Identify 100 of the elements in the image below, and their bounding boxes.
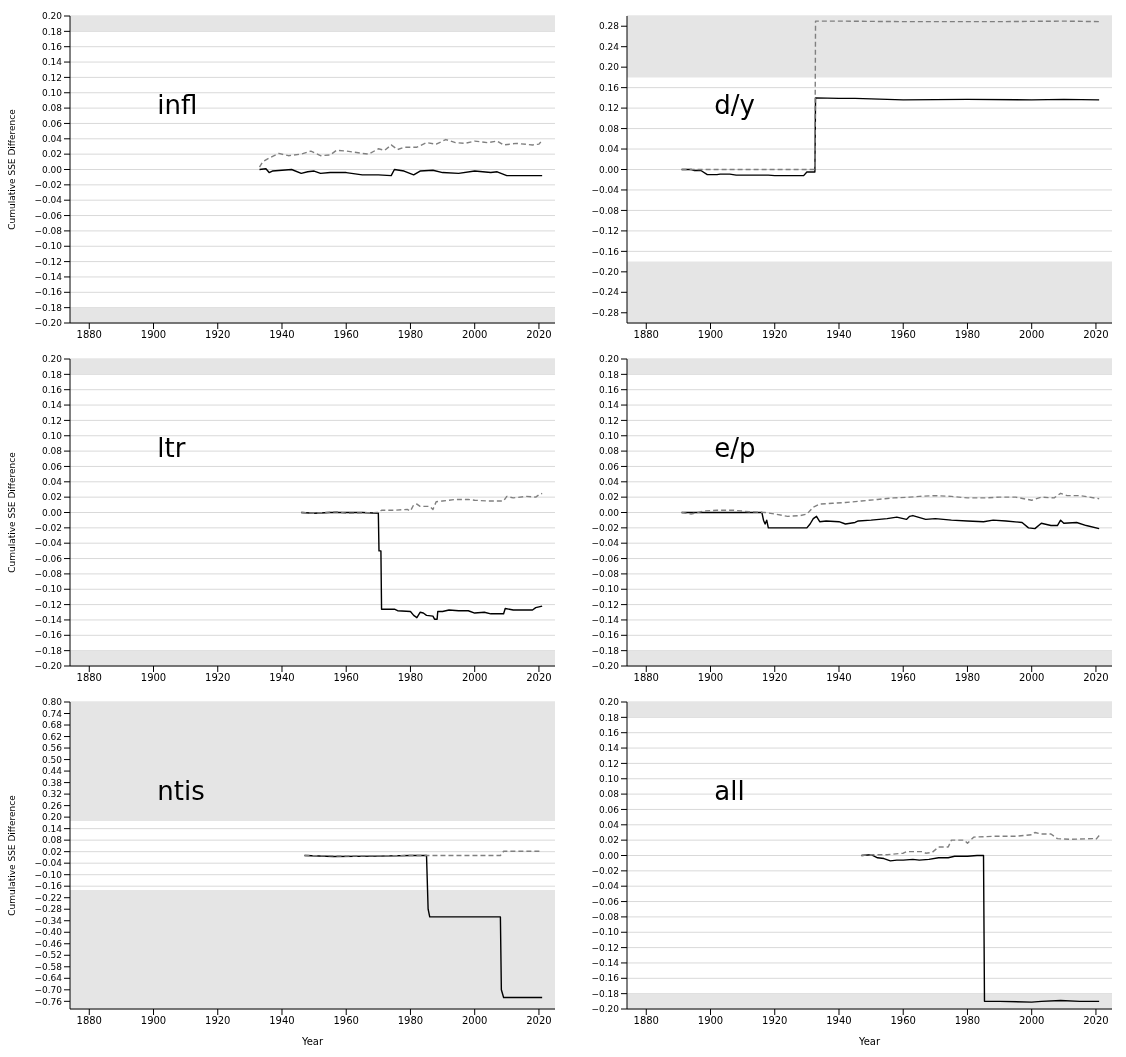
annotation: e/p bbox=[714, 432, 756, 463]
y-tick-label: 0.00 bbox=[41, 507, 63, 518]
y-tick-label: 0.16 bbox=[598, 384, 620, 395]
y-tick-label: 0.08 bbox=[598, 789, 620, 800]
y-tick-label: 0.00 bbox=[598, 164, 620, 175]
y-tick-label: −0.12 bbox=[34, 599, 62, 610]
y-tick-label: 0.12 bbox=[598, 758, 619, 769]
y-tick-label: −0.64 bbox=[34, 973, 63, 984]
y-tick-label: −0.18 bbox=[34, 645, 63, 656]
y-tick-label: 0.00 bbox=[598, 507, 620, 518]
y-tick-label: −0.04 bbox=[34, 858, 63, 869]
y-tick-label: −0.10 bbox=[591, 927, 620, 938]
x-tick-label: 1920 bbox=[762, 672, 788, 684]
y-tick-label: 0.08 bbox=[41, 835, 63, 846]
y-tick-label: 0.02 bbox=[41, 149, 62, 160]
y-tick-label: −0.12 bbox=[591, 599, 619, 610]
y-tick-label: −0.40 bbox=[34, 927, 63, 938]
x-tick-label: 1940 bbox=[269, 672, 295, 684]
y-tick-label: 0.24 bbox=[598, 41, 620, 52]
y-tick-label: 0.38 bbox=[41, 777, 63, 788]
y-tick-label: −0.02 bbox=[34, 523, 62, 534]
y-tick-label: −0.18 bbox=[591, 645, 620, 656]
y-tick-label: −0.02 bbox=[591, 523, 619, 534]
y-tick-label: −0.18 bbox=[591, 988, 620, 999]
y-tick-label: 0.06 bbox=[598, 461, 620, 472]
x-tick-label: 1900 bbox=[140, 672, 167, 684]
y-tick-label: 0.00 bbox=[598, 850, 620, 861]
y-tick-label: 0.12 bbox=[598, 415, 619, 426]
y-tick-label: 0.02 bbox=[41, 492, 62, 503]
y-tick-label: −0.16 bbox=[591, 246, 620, 257]
y-tick-label: 0.08 bbox=[41, 446, 63, 457]
line-series bbox=[860, 831, 1100, 857]
y-tick-label: −0.52 bbox=[34, 950, 62, 961]
y-tick-label: 0.14 bbox=[598, 743, 620, 754]
x-tick-label: 2000 bbox=[461, 1015, 488, 1027]
y-tick-label: −0.08 bbox=[591, 569, 620, 580]
y-tick-label: 0.12 bbox=[41, 415, 62, 426]
x-tick-label: 1960 bbox=[890, 329, 916, 341]
x-tick-label: 1960 bbox=[333, 329, 359, 341]
x-tick-label: 1940 bbox=[269, 1015, 295, 1027]
y-tick-label: −0.08 bbox=[34, 226, 63, 237]
y-tick-label: 0.08 bbox=[598, 446, 620, 457]
y-tick-label: 0.16 bbox=[598, 82, 620, 93]
x-tick-label: 1880 bbox=[633, 329, 659, 341]
y-tick-label: −0.14 bbox=[34, 615, 63, 626]
y-tick-label: 0.50 bbox=[41, 754, 63, 765]
y-tick-label: 0.02 bbox=[598, 492, 619, 503]
y-tick-label: 0.14 bbox=[598, 400, 620, 411]
y-tick-label: −0.28 bbox=[591, 307, 620, 318]
y-tick-label: −0.58 bbox=[34, 961, 63, 972]
x-tick-label: 2000 bbox=[461, 672, 488, 684]
x-tick-label: 1880 bbox=[76, 672, 102, 684]
y-tick-label: 0.06 bbox=[41, 461, 63, 472]
x-tick-label: 2000 bbox=[1018, 329, 1045, 341]
y-tick-label: 0.18 bbox=[41, 369, 63, 380]
line-series bbox=[258, 168, 543, 177]
x-tick-label: 1980 bbox=[397, 672, 424, 684]
y-tick-label: −0.20 bbox=[591, 267, 620, 278]
y-tick-label: −0.12 bbox=[34, 256, 62, 267]
y-tick-label: −0.22 bbox=[34, 892, 62, 903]
y-tick-label: −0.04 bbox=[591, 538, 620, 549]
x-tick-label: 1980 bbox=[954, 672, 981, 684]
y-tick-label: 0.14 bbox=[41, 57, 63, 68]
x-tick-label: 1980 bbox=[954, 1015, 981, 1027]
y-tick-label: −0.20 bbox=[591, 1004, 620, 1015]
x-tick-label: 1940 bbox=[826, 1015, 852, 1027]
y-tick-label: −0.02 bbox=[34, 180, 62, 191]
y-tick-label: 0.68 bbox=[41, 720, 63, 731]
y-tick-label: 0.04 bbox=[598, 144, 620, 155]
y-axis-title: Cumulative SSE Difference bbox=[7, 794, 18, 916]
y-tick-label: 0.20 bbox=[41, 812, 63, 823]
y-tick-label: 0.16 bbox=[41, 384, 63, 395]
y-axis-title: Cumulative SSE Difference bbox=[7, 451, 18, 573]
annotation: ntis bbox=[157, 775, 205, 806]
y-tick-label: 0.32 bbox=[41, 789, 62, 800]
y-tick-label: −0.04 bbox=[34, 538, 63, 549]
y-tick-label: −0.16 bbox=[34, 881, 63, 892]
y-tick-label: 0.26 bbox=[41, 800, 63, 811]
y-tick-label: 0.28 bbox=[598, 21, 620, 32]
y-tick-label: −0.08 bbox=[591, 205, 620, 216]
y-tick-label: −0.04 bbox=[591, 881, 620, 892]
y-tick-label: 0.04 bbox=[41, 476, 63, 487]
x-tick-label: 1920 bbox=[762, 329, 788, 341]
y-tick-label: −0.28 bbox=[34, 904, 63, 915]
x-tick-label: 1920 bbox=[205, 329, 231, 341]
y-tick-label: −0.20 bbox=[591, 661, 620, 672]
y-tick-label: 0.20 bbox=[598, 62, 620, 73]
y-tick-label: 0.04 bbox=[598, 476, 620, 487]
x-tick-label: 2000 bbox=[1018, 1015, 1045, 1027]
line-series bbox=[258, 138, 543, 168]
x-tick-label: 2020 bbox=[1083, 1015, 1109, 1027]
x-tick-label: 2020 bbox=[1083, 672, 1109, 684]
x-tick-label: 1880 bbox=[633, 1015, 659, 1027]
y-tick-label: 0.10 bbox=[41, 87, 63, 98]
y-tick-label: 0.12 bbox=[598, 103, 619, 114]
y-tick-label: 0.80 bbox=[41, 697, 63, 708]
x-tick-label: 1940 bbox=[269, 329, 295, 341]
y-tick-label: −0.16 bbox=[591, 973, 620, 984]
x-tick-label: 1920 bbox=[205, 672, 231, 684]
x-tick-label: 1920 bbox=[205, 1015, 231, 1027]
